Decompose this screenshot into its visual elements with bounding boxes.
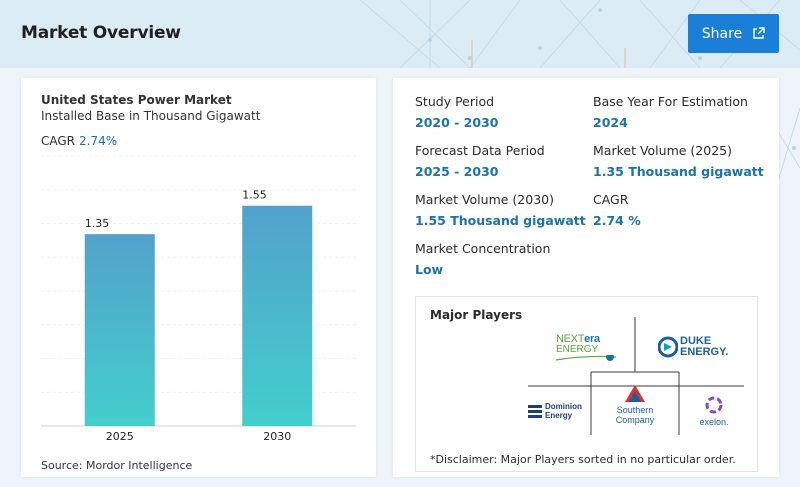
stat-value: 2.74 %: [593, 213, 641, 228]
stat-concentration: Market Concentration Low: [415, 241, 550, 277]
bar-value-label: 1.55: [242, 189, 267, 202]
stat-value: 1.35 Thousand gigawatt: [593, 164, 764, 179]
share-button-label: Share: [701, 25, 743, 42]
dominion-energy-icon: [528, 405, 542, 418]
chart-card: United States Power Market Installed Bas…: [21, 78, 376, 477]
stat-volume-2025: Market Volume (2025) 1.35 Thousand gigaw…: [593, 143, 764, 179]
players-disclaimer: *Disclaimer: Major Players sorted in no …: [430, 453, 736, 466]
players-grid-lines: [528, 317, 744, 435]
stat-label: Market Volume (2030): [415, 192, 554, 207]
exelon-icon: [705, 396, 723, 414]
stat-label: CAGR: [593, 192, 629, 207]
header-background-pattern: [359, 0, 800, 68]
southern-company-logo[interactable]: Southern Company: [606, 385, 664, 425]
stat-label: Market Volume (2025): [593, 143, 732, 158]
bar-2030: [242, 205, 313, 426]
nextera-energy-logo[interactable]: NEXTera ENERGY: [556, 334, 618, 361]
cagr-value: 2.74%: [79, 134, 118, 148]
share-button[interactable]: Share: [688, 14, 779, 53]
chart-subtitle: Installed Base in Thousand Gigawatt: [41, 109, 261, 123]
stat-value: 2024: [593, 115, 628, 130]
major-players-title: Major Players: [430, 308, 523, 322]
chart-source: Source: Mordor Intelligence: [41, 459, 193, 472]
stat-volume-2030: Market Volume (2030) 1.55 Thousand gigaw…: [415, 192, 586, 228]
major-players-box: Major Players NEXTera ENERGY D: [415, 296, 758, 472]
dominion-text: Dominion: [545, 402, 582, 411]
page-title: Market Overview: [21, 23, 181, 43]
nextera-energy-text: ENERGY: [556, 344, 599, 355]
stat-label: Market Concentration: [415, 241, 551, 256]
cagr-label: CAGR: [41, 134, 76, 148]
bar-chart: 1.35 2025 1.55 2030: [41, 155, 356, 443]
dominion-energy-logo[interactable]: Dominion Energy: [528, 401, 588, 423]
stat-value: Low: [415, 262, 444, 277]
page-header: Market Overview Share: [0, 0, 800, 68]
stat-cagr: CAGR 2.74 %: [593, 192, 641, 228]
chart-cagr: CAGR 2.74%: [41, 134, 117, 148]
exelon-logo[interactable]: exelon.: [696, 395, 732, 427]
stat-forecast-period: Forecast Data Period 2025 - 2030: [415, 143, 545, 179]
southern-company-text: Company: [615, 415, 655, 425]
external-link-icon: [753, 27, 765, 39]
side-decoration: [776, 107, 800, 189]
era-text: era: [584, 333, 600, 345]
duke-energy-text: ENERGY.: [680, 346, 729, 358]
dominion-energy-text: Energy: [545, 411, 573, 420]
stat-study-period: Study Period 2020 - 2030: [415, 94, 498, 130]
nextera-text: NEXT: [556, 333, 585, 345]
stat-base-year: Base Year For Estimation 2024: [593, 94, 748, 130]
stat-value: 2025 - 2030: [415, 164, 499, 179]
nextera-swoosh-icon: [556, 355, 616, 361]
exelon-text: exelon.: [699, 417, 729, 427]
market-stats-card: Study Period 2020 - 2030 Base Year For E…: [393, 78, 779, 477]
x-tick-label: 2025: [106, 430, 134, 443]
bar-2025: [84, 234, 155, 426]
duke-energy-icon: [658, 336, 678, 358]
stat-label: Study Period: [415, 94, 495, 109]
duke-text: DUKE: [680, 335, 712, 347]
stat-value: 2020 - 2030: [415, 115, 499, 130]
bar-value-label: 1.35: [85, 217, 110, 230]
chart-title: United States Power Market: [41, 93, 232, 107]
stat-label: Forecast Data Period: [415, 143, 545, 158]
southern-text: Southern: [616, 405, 654, 415]
southern-company-icon: [625, 385, 645, 402]
stat-label: Base Year For Estimation: [593, 94, 748, 109]
x-tick-label: 2030: [263, 430, 291, 443]
duke-energy-logo[interactable]: DUKE ENERGY.: [658, 334, 738, 362]
stat-value: 1.55 Thousand gigawatt: [415, 213, 586, 228]
